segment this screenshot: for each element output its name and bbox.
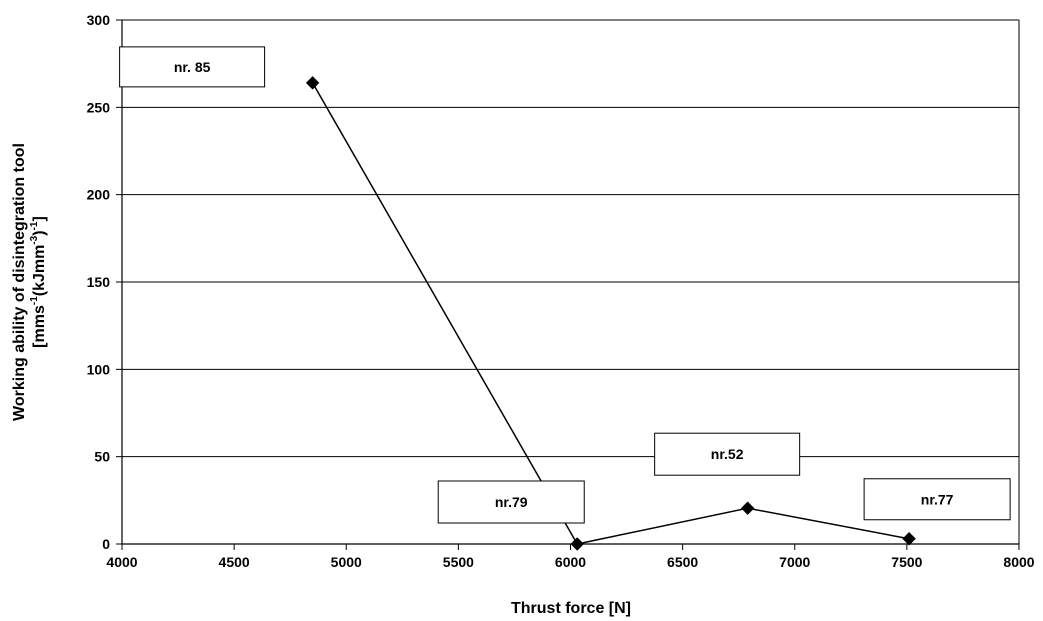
data-point-1 (570, 537, 584, 551)
y-axis-title: Working ability of disintegration tool [… (11, 143, 48, 421)
y-tick-label-300: 300 (87, 12, 111, 28)
x-tick-label-7000: 7000 (779, 554, 810, 570)
y-axis-title-part-1: -1 (29, 296, 40, 305)
y-axis-title-part-5: -1 (29, 221, 40, 230)
gridlines (122, 19, 1019, 458)
callout-box-2 (654, 432, 801, 476)
axes (116, 19, 1020, 550)
y-axis-title-part-2: (kJmm (31, 245, 48, 297)
callout-box-1 (437, 480, 585, 524)
y-axis-title-part-0: [mms (31, 305, 48, 348)
y-tick-label-200: 200 (87, 187, 111, 203)
series (305, 76, 916, 551)
x-tick-label-5000: 5000 (331, 554, 362, 570)
y-axis-title-line1: Working ability of disintegration tool (11, 143, 28, 421)
callout-box-3 (863, 478, 1011, 521)
data-point-2 (740, 501, 755, 515)
series-line-0 (311, 82, 910, 545)
x-tick-label-5500: 5500 (443, 554, 474, 570)
y-tick-label-150: 150 (87, 274, 111, 290)
x-tick-label-6000: 6000 (555, 554, 586, 570)
y-axis-title-line2: [mms-1(kJmm-3)-1] (29, 216, 48, 348)
y-tick-label-0: 0 (102, 536, 110, 552)
callout-label-0: nr. 85 (174, 59, 211, 75)
x-tick-label-4000: 4000 (106, 554, 137, 570)
y-axis-title-part-4: ) (31, 230, 48, 235)
tick-labels: 0 50 100 150 200 250 300 4000 4500 5000 5500 6000 65… (87, 12, 1035, 570)
callouts: nr. 85 nr.79 nr.52 nr.77 (119, 46, 1011, 524)
x-tick-label-6500: 6500 (667, 554, 698, 570)
y-tick-label-50: 50 (94, 449, 110, 465)
callout-label-3: nr.77 (921, 491, 954, 507)
x-tick-label-8000: 8000 (1003, 554, 1034, 570)
callout-label-1: nr.79 (495, 494, 528, 510)
callout-label-2: nr.52 (711, 446, 744, 462)
x-tick-label-4500: 4500 (219, 554, 250, 570)
y-axis-title-part-6: ] (31, 216, 48, 221)
y-axis-title-part-3: -3 (29, 235, 40, 244)
y-tick-label-100: 100 (87, 361, 111, 377)
x-axis-title: Thrust force [N] (511, 600, 631, 617)
data-point-0 (305, 76, 320, 90)
data-point-3 (902, 532, 916, 546)
y-tick-label-250: 250 (87, 99, 111, 115)
callout-box-0 (119, 46, 266, 88)
x-tick-label-7500: 7500 (891, 554, 922, 570)
